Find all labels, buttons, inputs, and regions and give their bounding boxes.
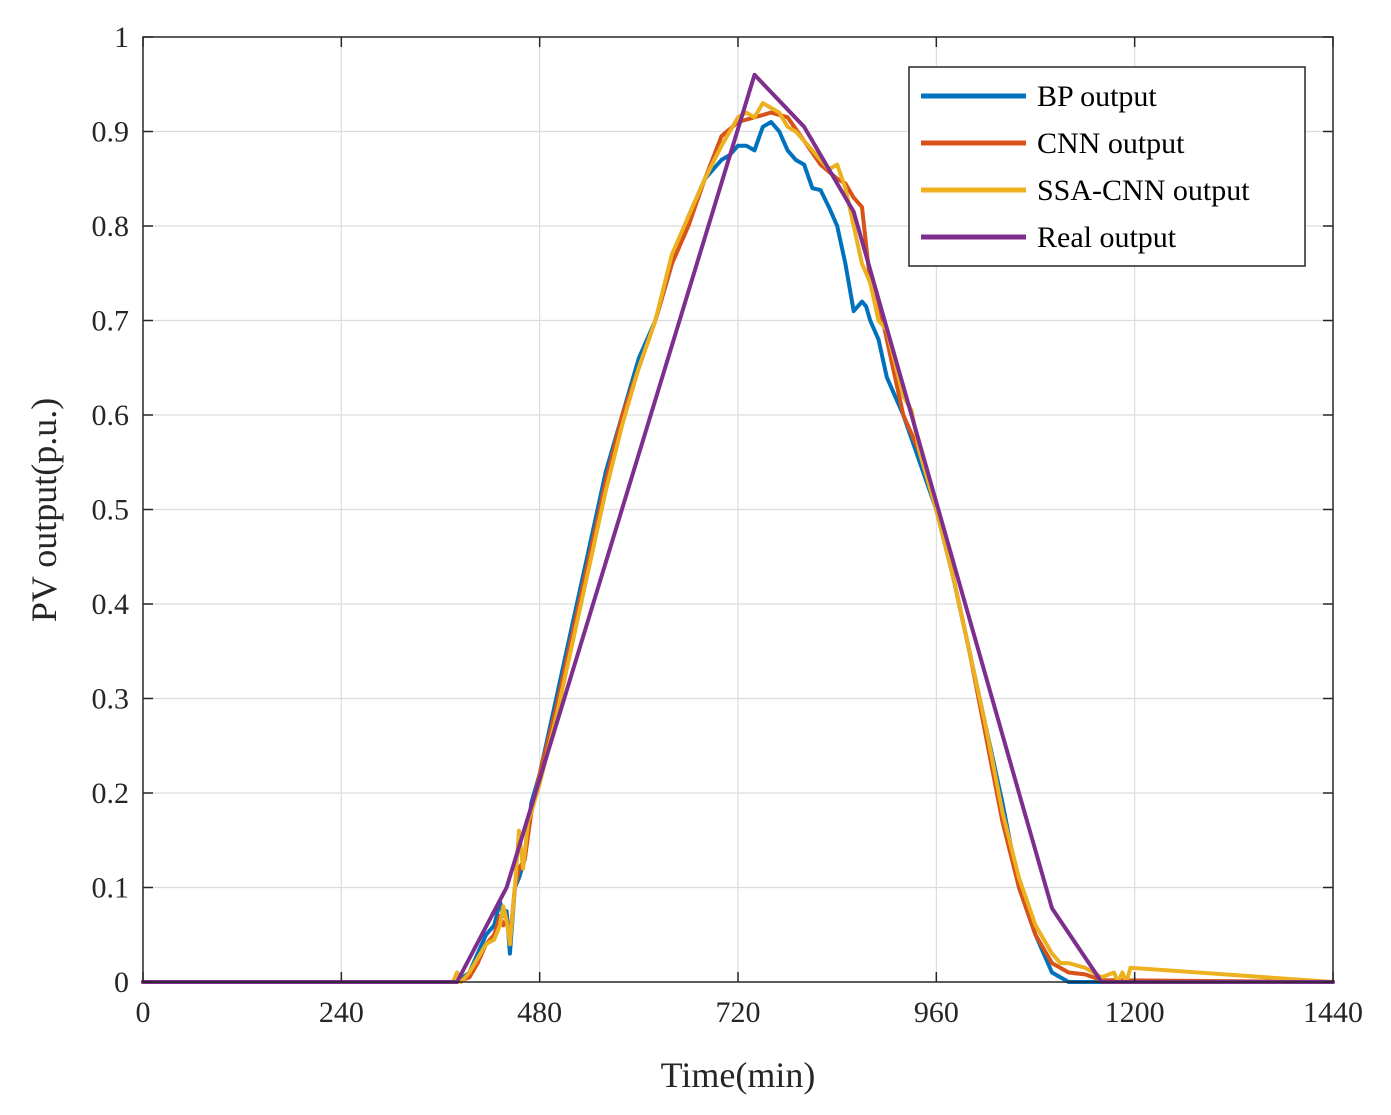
x-tick-label: 0 bbox=[136, 996, 151, 1029]
series-line-ssa-cnn-output bbox=[141, 101, 1335, 984]
x-tick-label: 1440 bbox=[1303, 996, 1363, 1029]
legend: BP output CNN output SSA-CNN output Real ou… bbox=[908, 66, 1306, 267]
legend-label: Real output bbox=[1037, 221, 1177, 254]
y-tick-label: 0 bbox=[114, 966, 129, 999]
y-axis-label: PV output(p.u.) bbox=[24, 398, 64, 622]
legend-label: SSA-CNN output bbox=[1037, 174, 1250, 207]
x-tick-label: 240 bbox=[319, 996, 364, 1029]
y-tick-label: 0.6 bbox=[92, 399, 130, 432]
x-tick-label: 1200 bbox=[1105, 996, 1165, 1029]
y-tick-label: 0.5 bbox=[92, 494, 130, 527]
x-tick-label: 480 bbox=[517, 996, 562, 1029]
tick-labels: 0 240 480 720 960 1200 1440 0 0.1 0.2 0.3 0.4 0.5 0.6… bbox=[92, 21, 1364, 1029]
x-tick-label: 960 bbox=[914, 996, 959, 1029]
legend-label: CNN output bbox=[1037, 127, 1185, 160]
series-line-real-output bbox=[141, 72, 1335, 984]
y-tick-label: 0.7 bbox=[92, 305, 130, 338]
y-tick-label: 0.3 bbox=[92, 683, 130, 716]
legend-box bbox=[908, 66, 1306, 267]
y-tick-label: 0.9 bbox=[92, 116, 130, 149]
x-axis-label: Time(min) bbox=[661, 1055, 816, 1095]
y-tick-label: 0.1 bbox=[92, 872, 130, 905]
y-tick-label: 1 bbox=[114, 21, 129, 54]
data-series bbox=[141, 72, 1335, 984]
legend-label: BP output bbox=[1037, 80, 1157, 113]
plot-frame bbox=[142, 36, 1334, 983]
y-tick-label: 0.8 bbox=[92, 210, 130, 243]
y-tick-label: 0.4 bbox=[92, 588, 130, 621]
x-tick-label: 720 bbox=[716, 996, 761, 1029]
y-tick-label: 0.2 bbox=[92, 777, 130, 810]
plot-axes bbox=[142, 36, 1334, 983]
